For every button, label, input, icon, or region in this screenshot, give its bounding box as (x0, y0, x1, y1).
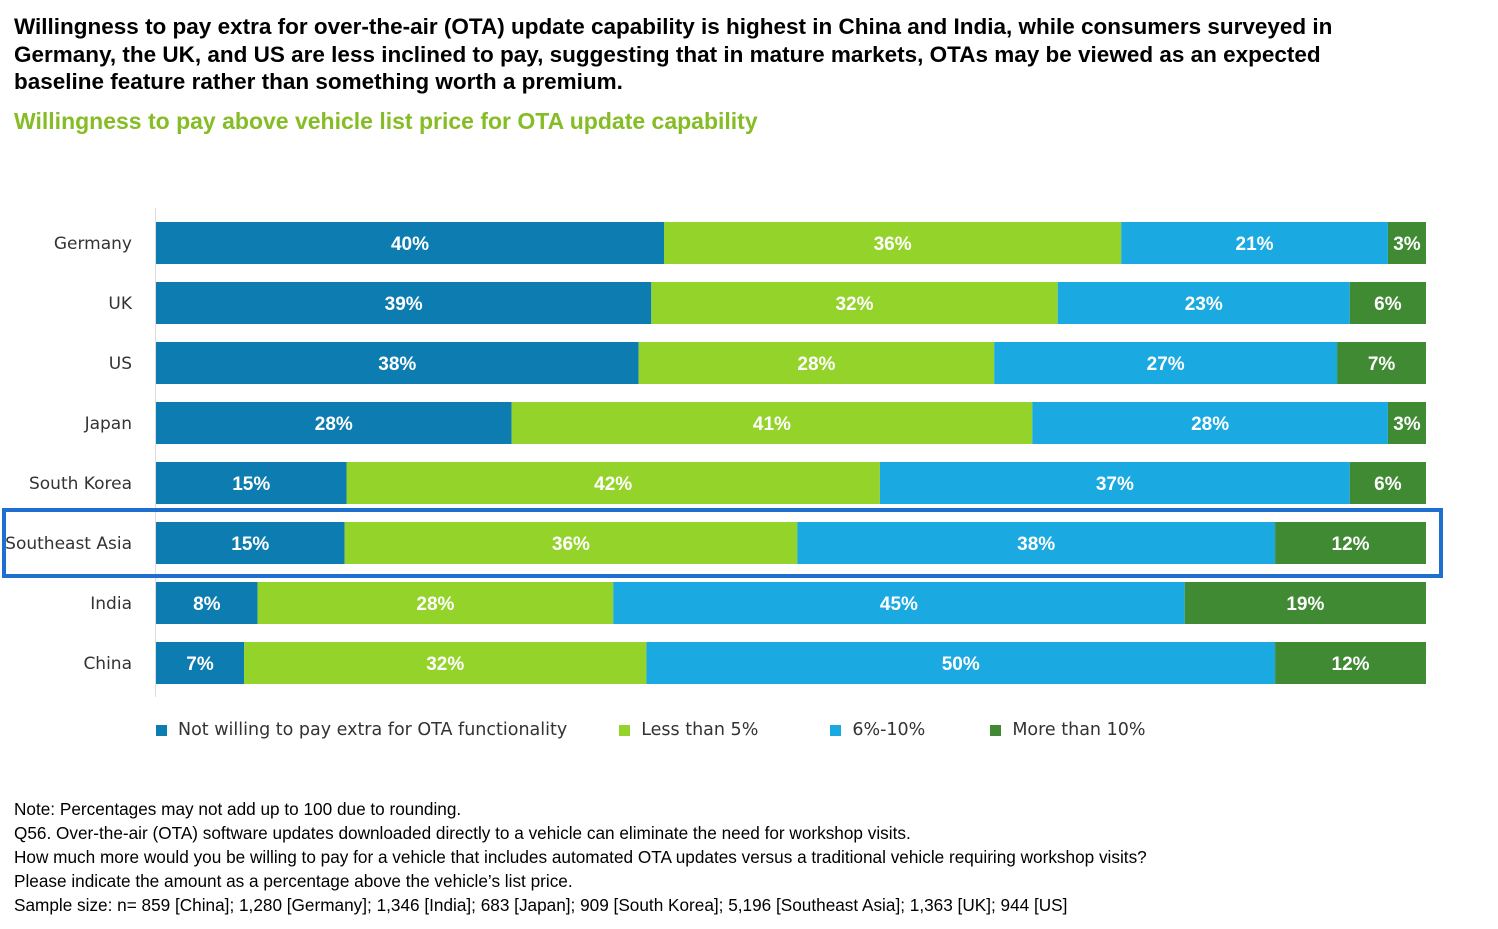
data-label: 15% (232, 474, 270, 495)
data-label: 7% (1368, 354, 1396, 375)
note-line: Note: Percentages may not add up to 100 … (14, 799, 462, 819)
note-line: Sample size: n= 859 [China]; 1,280 [Germ… (14, 895, 1068, 915)
data-label: 21% (1236, 234, 1274, 255)
data-label: 42% (594, 474, 632, 495)
chart-title: Willingness to pay above vehicle list pr… (14, 108, 758, 134)
data-label: 6% (1374, 294, 1402, 315)
category-label: South Korea (29, 474, 132, 494)
bar-segment (1032, 402, 1388, 444)
note-line: How much more would you be willing to pa… (14, 847, 1147, 867)
category-label: Japan (84, 414, 132, 434)
bar-segment (156, 522, 345, 564)
note-line: Q56. Over-the-air (OTA) software updates… (14, 823, 911, 843)
category-label: Southeast Asia (5, 534, 132, 554)
data-label: 32% (835, 294, 873, 315)
bar-segment (1121, 222, 1388, 264)
bar-segment (1349, 462, 1426, 504)
bar-segment (156, 402, 512, 444)
bar-segment (344, 522, 798, 564)
bar-segment (1275, 522, 1426, 564)
data-label: 3% (1393, 414, 1421, 435)
data-label: 8% (193, 594, 221, 615)
data-label: 23% (1185, 294, 1223, 315)
bar-segment (156, 282, 652, 324)
legend-item: More than 10% (990, 720, 1146, 740)
legend-swatch (990, 724, 1002, 736)
category-label: UK (108, 294, 132, 314)
data-label: 36% (552, 534, 590, 555)
bar-segment (511, 402, 1033, 444)
bar-segment (797, 522, 1276, 564)
category-label: US (109, 354, 132, 374)
data-label: 37% (1096, 474, 1134, 495)
data-label: 12% (1332, 534, 1370, 555)
data-label: 19% (1286, 594, 1324, 615)
data-label: 3% (1393, 234, 1421, 255)
legend-label: Not willing to pay extra for OTA functio… (178, 720, 568, 740)
data-label: 7% (186, 654, 214, 675)
category-label: Germany (54, 234, 132, 254)
data-label: 38% (378, 354, 416, 375)
data-label: 50% (942, 654, 980, 675)
bar-segment (1275, 642, 1426, 684)
bars-group: Germany 40% 36% 21% 3% UK 39% 32% 23% 6% US 38% 28% 2… (2, 222, 1443, 684)
bar-segment (257, 582, 614, 624)
bar-segment (879, 462, 1350, 504)
data-label: 6% (1374, 474, 1402, 495)
bar-segment (244, 642, 647, 684)
bar-segment (1184, 582, 1426, 624)
legend-item: Less than 5% (619, 720, 758, 740)
bar-segment (156, 642, 245, 684)
data-label: 28% (315, 414, 353, 435)
bar-segment (638, 342, 995, 384)
bar-segment (1349, 282, 1426, 324)
data-label: 28% (797, 354, 835, 375)
bar-segment (613, 582, 1185, 624)
headline: Willingness to pay extra for over-the-ai… (14, 14, 1333, 94)
data-label: 12% (1332, 654, 1370, 675)
category-label: India (90, 594, 132, 614)
bar-segment (156, 462, 347, 504)
bar-segment (651, 282, 1058, 324)
bar-segment (1337, 342, 1426, 384)
legend-swatch (156, 724, 167, 736)
data-label: 45% (880, 594, 918, 615)
legend-label: More than 10% (1012, 720, 1146, 740)
bar-segment (156, 582, 258, 624)
bar-segment (1387, 222, 1426, 264)
legend-item: Not willing to pay extra for OTA functio… (156, 720, 567, 740)
data-label: 28% (416, 594, 454, 615)
data-label: 40% (391, 234, 429, 255)
data-label: 27% (1147, 354, 1185, 375)
legend-swatch (830, 724, 842, 736)
data-label: 38% (1017, 534, 1055, 555)
data-label: 41% (753, 414, 791, 435)
data-label: 15% (231, 534, 269, 555)
data-label: 36% (874, 234, 912, 255)
legend-label: Less than 5% (641, 720, 759, 740)
bar-segment (156, 222, 664, 264)
bar-segment (1387, 402, 1426, 444)
data-label: 39% (385, 294, 423, 315)
data-label: 32% (426, 654, 464, 675)
legend: Not willing to pay extra for OTA functio… (156, 720, 1146, 740)
legend-label: 6%-10% (852, 720, 926, 740)
bar-segment (156, 342, 639, 384)
bar-segment (646, 642, 1276, 684)
category-label: China (83, 654, 132, 674)
legend-swatch (619, 724, 631, 736)
bar-segment (346, 462, 880, 504)
highlight-box (2, 508, 1443, 578)
data-label: 28% (1191, 414, 1229, 435)
legend-item: 6%-10% (830, 720, 925, 740)
notes: Note: Percentages may not add up to 100 … (14, 797, 1147, 917)
note-line: Please indicate the amount as a percenta… (14, 871, 573, 891)
bar-segment (1057, 282, 1350, 324)
bar-segment (994, 342, 1338, 384)
bar-segment (664, 222, 1122, 264)
